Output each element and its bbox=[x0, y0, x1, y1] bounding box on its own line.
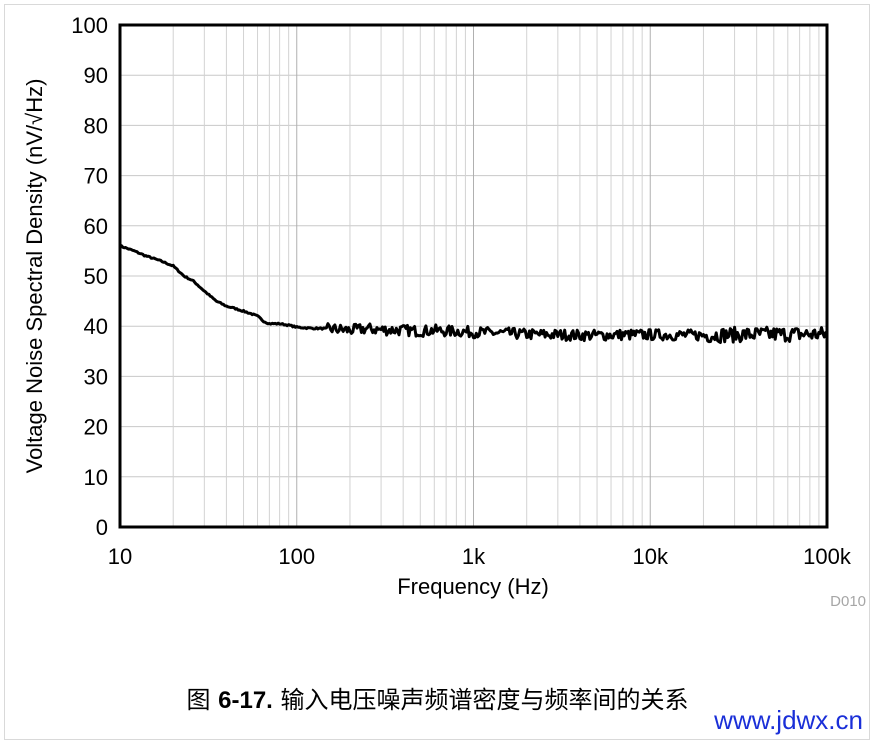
y-tick-labels: 0 10 20 30 40 50 60 70 80 90 100 bbox=[71, 13, 108, 540]
y-tick-label: 0 bbox=[96, 515, 108, 540]
y-tick-label: 50 bbox=[84, 264, 108, 289]
x-tick-label: 100k bbox=[803, 544, 852, 569]
x-tick-label: 10 bbox=[108, 544, 132, 569]
y-tick-label: 90 bbox=[84, 63, 108, 88]
figure-frame bbox=[4, 4, 870, 740]
x-tick-label: 100 bbox=[278, 544, 315, 569]
y-tick-label: 40 bbox=[84, 314, 108, 339]
x-tick-label: 10k bbox=[633, 544, 669, 569]
x-axis-label: Frequency (Hz) bbox=[397, 574, 549, 599]
y-axis-label: Voltage Noise Spectral Density (nV/√Hz) bbox=[22, 79, 47, 474]
caption-prefix: 图 bbox=[186, 686, 219, 714]
y-tick-label: 100 bbox=[71, 13, 108, 38]
figure-caption: 图 6-17. 输入电压噪声频谱密度与频率间的关系 bbox=[0, 680, 875, 715]
noise-density-series-line bbox=[119, 244, 829, 344]
y-tick-label: 30 bbox=[84, 364, 108, 389]
x-tick-labels: 10 100 1k 10k 100k bbox=[108, 544, 852, 569]
caption-number: 6-17. bbox=[218, 687, 273, 714]
y-tick-label: 70 bbox=[84, 164, 108, 189]
y-tick-label: 20 bbox=[84, 415, 108, 440]
y-tick-label: 60 bbox=[84, 214, 108, 239]
caption-text: 输入电压噪声频谱密度与频率间的关系 bbox=[272, 686, 689, 714]
plot-area-border bbox=[118, 23, 829, 529]
y-tick-label: 10 bbox=[84, 465, 108, 490]
y-tick-label: 80 bbox=[84, 113, 108, 138]
figure-code: D010 bbox=[830, 593, 866, 610]
x-tick-label: 1k bbox=[462, 544, 486, 569]
watermark-url: www.jdwx.cn bbox=[714, 705, 863, 735]
chart-grid bbox=[120, 25, 827, 527]
